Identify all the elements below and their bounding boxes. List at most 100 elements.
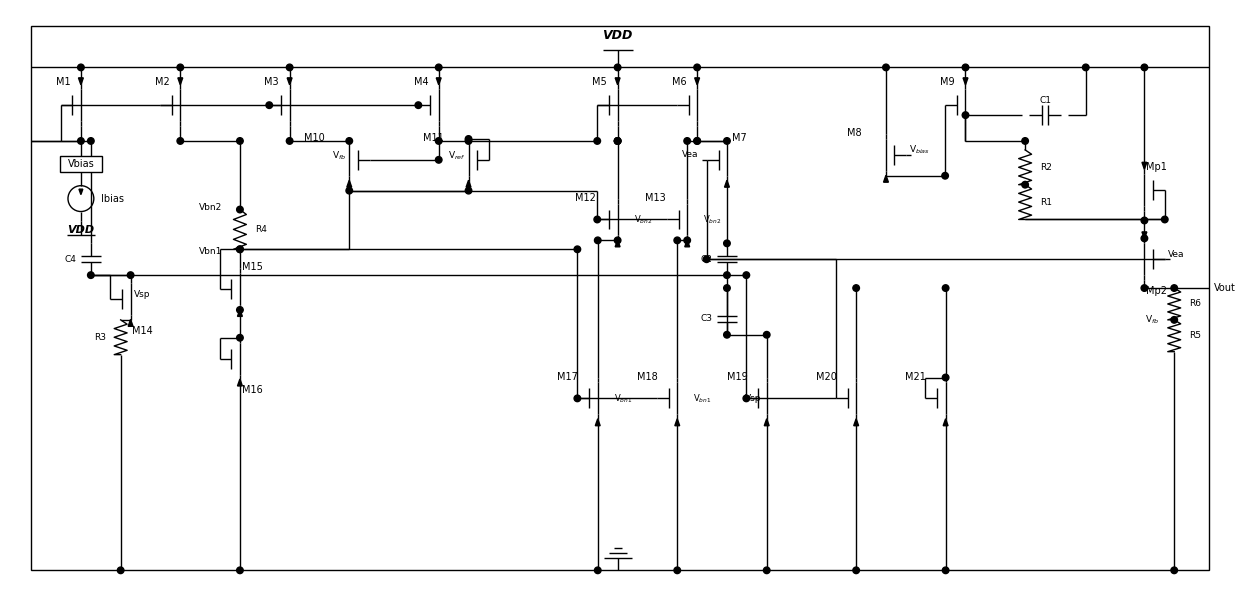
Circle shape [943,567,949,574]
Text: V$_{bias}$: V$_{bias}$ [909,144,930,156]
Circle shape [1171,285,1177,291]
Text: M18: M18 [637,371,658,381]
Text: M13: M13 [646,192,665,203]
Text: Vbias: Vbias [68,159,94,169]
Circle shape [118,567,124,574]
Text: M15: M15 [243,262,264,272]
Polygon shape [854,419,859,426]
Polygon shape [128,320,133,326]
Circle shape [852,285,860,291]
Circle shape [177,138,183,144]
Circle shape [615,138,621,144]
Text: M21: M21 [906,371,927,381]
Text: M5: M5 [592,77,607,87]
Circle shape [1161,216,1168,223]
Circle shape [684,138,690,144]
Circle shape [415,102,421,109]
Polygon shape [764,419,769,426]
Text: M19: M19 [726,371,747,381]
Circle shape [963,112,969,118]
Polygon shape [595,419,600,426]
Circle shape [574,395,581,402]
Text: Mp1: Mp1 [1146,162,1167,172]
Circle shape [237,206,243,213]
Circle shape [763,567,769,574]
Text: C4: C4 [64,255,76,264]
Polygon shape [616,78,620,85]
Polygon shape [178,78,182,85]
Circle shape [88,272,94,279]
Circle shape [694,64,700,71]
Text: Ibias: Ibias [100,194,124,204]
Circle shape [1083,64,1089,71]
Circle shape [615,64,621,71]
Circle shape [466,135,472,142]
Circle shape [724,272,730,279]
Text: Mp2: Mp2 [1146,286,1167,296]
Text: M20: M20 [817,371,836,381]
Text: Vsp: Vsp [134,289,150,299]
Text: C2: C2 [700,255,712,264]
Circle shape [286,138,292,144]
Text: M1: M1 [56,77,71,87]
Circle shape [435,64,442,71]
Text: V$_{bn2}$: V$_{bn2}$ [703,213,721,226]
Polygon shape [616,240,620,247]
Circle shape [882,64,890,71]
Circle shape [724,138,730,144]
Circle shape [466,187,472,194]
Circle shape [1022,138,1028,144]
Polygon shape [725,180,730,187]
Text: C1: C1 [1040,96,1051,105]
Circle shape [1171,567,1177,574]
Circle shape [743,395,750,402]
Circle shape [88,138,94,144]
Text: M7: M7 [731,133,746,143]
Polygon shape [1142,162,1147,169]
Text: R1: R1 [1040,198,1052,207]
Circle shape [346,138,353,144]
Circle shape [694,138,700,144]
Circle shape [237,138,243,144]
Text: M3: M3 [264,77,279,87]
Polygon shape [963,78,968,85]
Circle shape [237,246,243,252]
Text: Vbn2: Vbn2 [198,203,222,212]
Text: Vout: Vout [1214,283,1235,293]
Circle shape [615,138,621,144]
Circle shape [266,102,273,109]
Circle shape [963,64,969,71]
Circle shape [574,246,581,252]
Circle shape [78,138,84,144]
Circle shape [674,237,680,244]
Polygon shape [238,309,243,317]
Circle shape [1022,181,1028,188]
Text: M14: M14 [133,326,152,336]
Polygon shape [943,419,948,426]
Circle shape [128,272,134,279]
Circle shape [593,216,601,223]
Text: M2: M2 [155,77,170,87]
Circle shape [346,187,353,194]
Polygon shape [79,189,83,195]
Text: Vsp: Vsp [745,394,762,403]
Circle shape [704,256,710,263]
Circle shape [1141,235,1147,242]
Text: V$_{bn1}$: V$_{bn1}$ [613,392,632,405]
Text: Vea: Vea [683,150,699,159]
Polygon shape [238,379,243,386]
Polygon shape [466,180,471,187]
Text: VDD: VDD [67,225,94,235]
Polygon shape [436,78,441,85]
Circle shape [724,240,730,247]
Polygon shape [1142,232,1147,239]
Circle shape [615,237,621,244]
Text: Vea: Vea [1167,249,1184,259]
Circle shape [743,272,750,279]
Circle shape [1141,285,1147,291]
Text: R6: R6 [1189,299,1201,308]
Text: V$_{bn1}$: V$_{bn1}$ [693,392,711,405]
Text: M10: M10 [304,133,325,143]
Circle shape [595,237,601,244]
Polygon shape [883,175,888,182]
